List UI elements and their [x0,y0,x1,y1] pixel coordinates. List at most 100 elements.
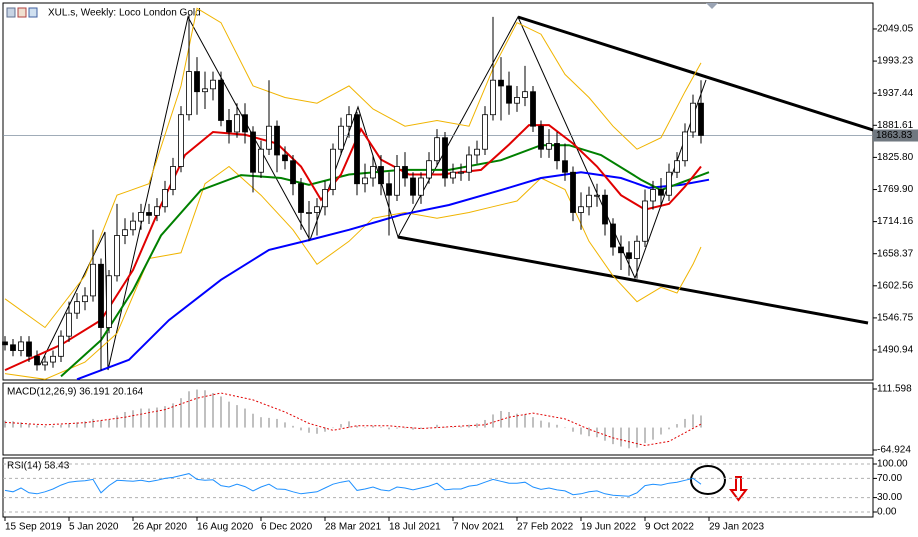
candle-body [106,275,112,328]
macd-bar [596,427,598,438]
candle-body [330,148,336,190]
macd-border [2,382,874,456]
y-tick-label: 1546.75 [877,313,914,324]
macd-bar [420,427,422,429]
candle-body [66,312,72,337]
macd-bar [244,408,246,428]
indicator-line [4,7,702,329]
price-panel [2,2,874,381]
macd-bar [76,422,78,428]
macd-bar [412,427,414,430]
macd-bar [372,425,374,428]
candle-body [602,194,608,225]
y-tick-label: 0.00 [877,507,897,518]
x-tick-label: 29 Jan 2023 [709,522,764,533]
indicator-line [4,165,702,380]
candle-body [434,137,440,162]
candle-body [50,355,56,363]
macd-bar [28,424,30,428]
candle-body [498,79,504,87]
macd-bar [636,427,638,448]
macd-bar [452,426,454,428]
macd-bar [516,413,518,428]
macd-bar [556,424,558,428]
macd-bar [204,390,206,428]
macd-bar [172,403,174,428]
x-tick-label: 9 Oct 2022 [645,522,694,533]
icon [17,7,27,18]
candle-body [178,114,184,167]
candle-body [562,160,568,173]
macd-bar [268,417,270,428]
candle-body [186,71,192,116]
y-tick-label: 1993.23 [877,56,914,67]
y-tick-label: 1881.61 [877,120,914,131]
x-tick-label: 15 Sep 2019 [5,522,62,533]
macd-bar [36,425,38,428]
macd-bar [572,427,574,432]
candle-body [506,85,512,104]
y-tick-label: 1602.56 [877,280,914,291]
macd-bar [492,414,494,428]
y-tick-label: 1658.37 [877,248,914,259]
macd-bar [92,418,94,428]
macd-bar [180,398,182,428]
candle-body [426,160,432,179]
macd-bar [668,427,670,430]
icon [6,7,16,18]
macd-bar [12,421,14,428]
macd-bar [460,426,462,428]
macd-bar [308,427,310,433]
indicator-line [76,171,710,381]
macd-bar [324,427,326,432]
candle-body [338,125,344,150]
trend-line [397,235,869,325]
candle-body [698,102,704,136]
y-tick-label: -64.924 [877,445,911,456]
y-tick-label: 111.598 [877,384,912,395]
candle-body [202,88,208,93]
y-tick-label: 1490.94 [877,345,914,356]
candle-body [682,131,688,162]
candle-body [570,171,576,213]
rsi-label: RSI(14) 58.43 [7,461,70,472]
macd-bar [388,427,390,430]
macd-bar [348,421,350,428]
macd-bar [628,427,630,449]
icon [28,7,38,18]
macd-bar [652,427,654,440]
candle-body [410,177,416,196]
candle-body [42,361,48,366]
candle-body [290,160,296,185]
candle-body [58,335,64,357]
y-tick-label: 1769.90 [877,184,914,195]
rsi-line [4,473,702,497]
x-tick-label: 18 Jul 2021 [389,522,441,533]
candle-body [218,79,224,121]
macd-bar [404,427,406,429]
macd-bar [332,427,334,429]
candle-body [258,148,264,173]
candle-body [10,344,16,351]
candle-body [474,148,480,156]
macd-bar [604,427,606,441]
y-tick-label: 2049.05 [877,24,914,35]
candle-body [442,137,448,179]
macd-bar [484,419,486,428]
candle-body [114,235,120,277]
macd-bar [132,410,134,428]
candle-body [298,183,304,213]
x-tick-label: 5 Jan 2020 [69,522,119,533]
macd-bar [684,418,686,428]
chart-title: XUL.s, Weekly: Loco London Gold [48,8,201,19]
macd-bar [436,424,438,428]
macd-bar [20,422,22,428]
macd-bar [428,427,430,429]
candle-body [346,114,352,127]
macd-bar [468,424,470,428]
macd-bar [300,427,302,431]
macd-bar [212,393,214,428]
macd-bar [4,420,6,428]
macd-bar [524,414,526,428]
